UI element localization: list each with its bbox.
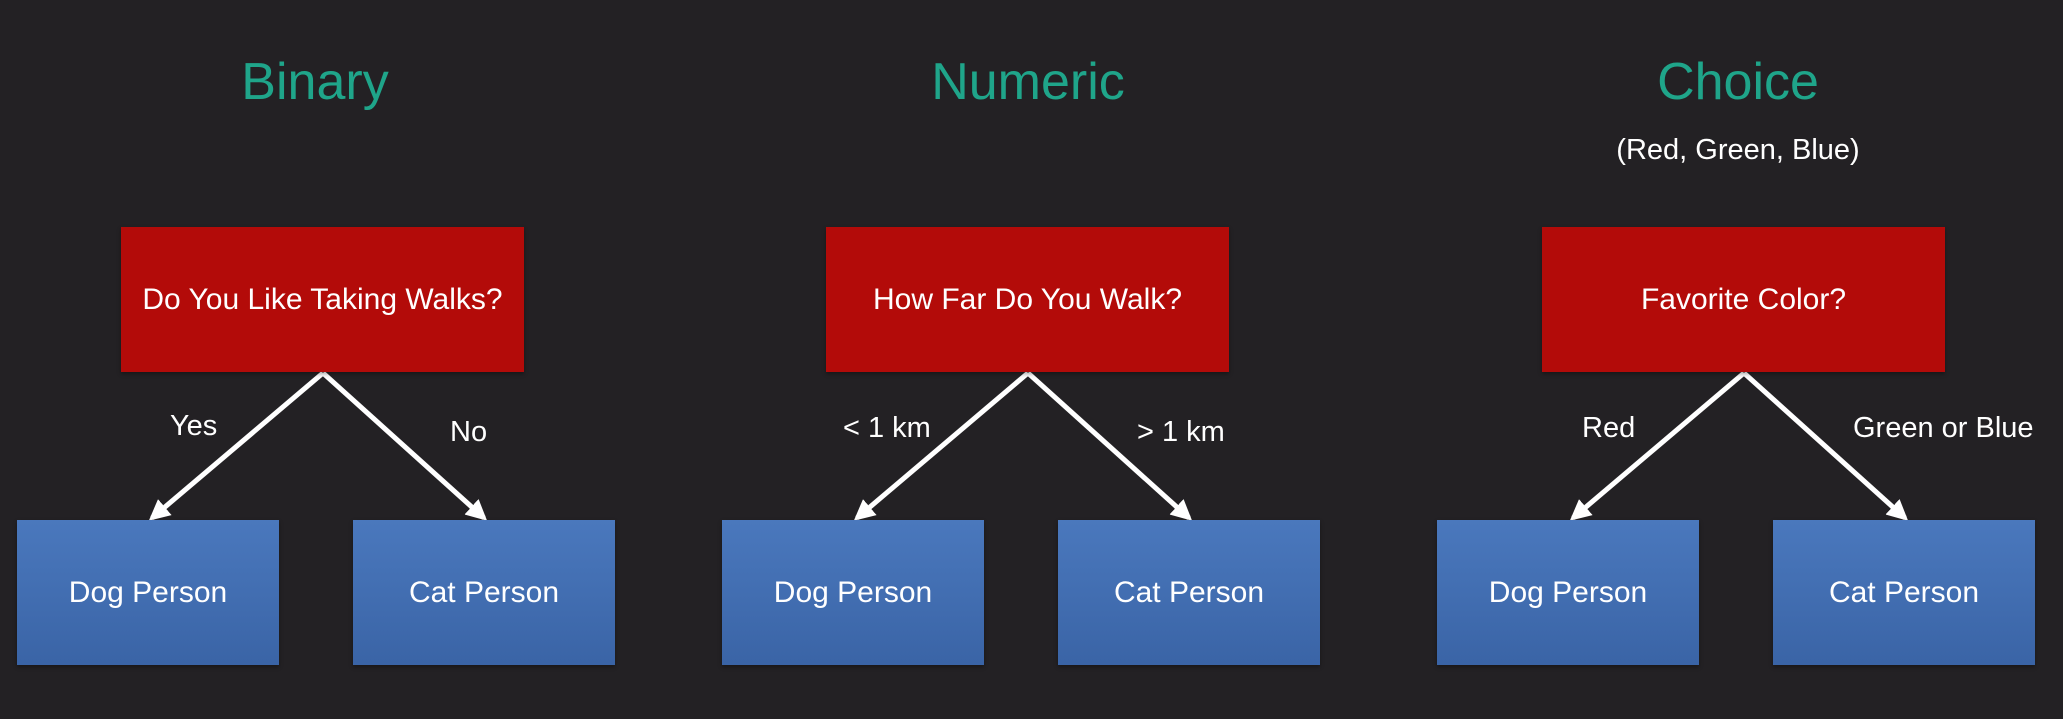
arrow-numeric-left	[853, 371, 1030, 521]
panel-title-numeric: Numeric	[931, 53, 1125, 111]
answer-box-dog-person: Dog Person	[17, 520, 279, 665]
edge-label-no: No	[450, 416, 488, 448]
edge-label-less-than-1km: < 1 km	[843, 412, 931, 444]
arrow-choice-left	[1569, 371, 1746, 521]
arrow-numeric-right	[1026, 371, 1193, 521]
arrow-choice-right	[1742, 371, 1909, 521]
panel-subtitle-choice: (Red, Green, Blue)	[1616, 134, 1860, 166]
question-box-binary: Do You Like Taking Walks?	[121, 227, 524, 372]
answer-box-cat-person: Cat Person	[353, 520, 615, 665]
answer-text: Cat Person	[1828, 575, 1980, 609]
answer-text: Dog Person	[68, 575, 228, 609]
question-box-choice: Favorite Color?	[1542, 227, 1945, 372]
answer-text: Cat Person	[1113, 575, 1265, 609]
edge-label-green-or-blue: Green or Blue	[1853, 412, 2034, 444]
question-text: Favorite Color?	[1640, 282, 1847, 316]
answer-text: Dog Person	[773, 575, 933, 609]
question-text: How Far Do You Walk?	[872, 282, 1183, 316]
answer-box-cat-person: Cat Person	[1058, 520, 1320, 665]
panel-title-choice: Choice	[1657, 53, 1819, 111]
edge-label-greater-than-1km: > 1 km	[1137, 416, 1225, 448]
edge-label-red: Red	[1582, 412, 1636, 444]
question-box-numeric: How Far Do You Walk?	[826, 227, 1229, 372]
answer-box-cat-person: Cat Person	[1773, 520, 2035, 665]
answer-box-dog-person: Dog Person	[722, 520, 984, 665]
edge-label-yes: Yes	[170, 410, 218, 442]
arrow-binary-right	[321, 371, 488, 521]
answer-box-dog-person: Dog Person	[1437, 520, 1699, 665]
answer-text: Dog Person	[1488, 575, 1648, 609]
arrow-binary-left	[148, 371, 325, 521]
answer-text: Cat Person	[408, 575, 560, 609]
question-text: Do You Like Taking Walks?	[142, 282, 503, 316]
panel-title-binary: Binary	[241, 53, 389, 111]
